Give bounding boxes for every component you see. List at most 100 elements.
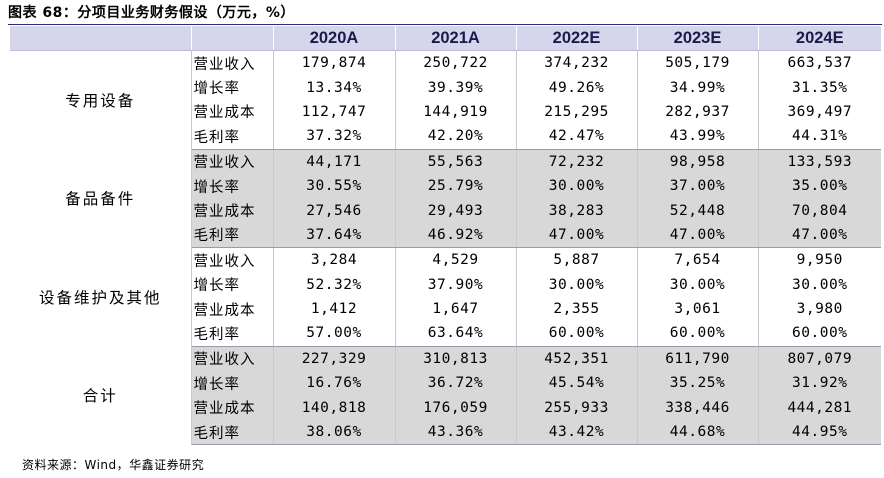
value-cell: 70,804 [757,198,881,223]
value-cell: 52.32% [272,272,395,297]
table-row: 毛利率 37.64% 46.92% 47.00% 47.00% 47.00% [10,222,881,249]
value-cell: 43.99% [636,124,758,150]
metric-label: 营业收入 [191,50,273,76]
value-cell: 27,546 [272,198,395,223]
value-cell: 36.72% [394,371,516,396]
value-cell: 310,813 [394,346,516,372]
value-cell: 215,295 [515,99,637,125]
value-cell: 30.00% [636,272,758,297]
value-cell: 13.34% [272,75,395,100]
value-cell: 255,933 [515,395,637,420]
metric-label: 营业成本 [191,99,273,125]
value-cell: 42.20% [394,124,516,150]
metric-label: 营业成本 [191,198,273,223]
value-cell: 37.64% [272,222,395,249]
value-cell: 52,448 [636,198,758,223]
value-cell: 179,874 [272,50,395,76]
value-cell: 611,790 [636,346,758,372]
metric-label: 增长率 [191,272,273,297]
table-row: 增长率 30.55% 25.79% 30.00% 37.00% 35.00% [10,173,881,199]
table-row: 增长率 52.32% 37.90% 30.00% 30.00% 30.00% [10,272,881,297]
table-row: 营业成本 1,412 1,647 2,355 3,061 3,980 [10,296,881,322]
value-cell: 72,232 [515,149,637,174]
metric-label: 营业成本 [191,395,273,420]
value-cell: 29,493 [394,198,516,223]
value-cell: 47.00% [515,222,637,249]
value-cell: 3,061 [636,296,758,322]
table-title: 图表 68：分项目业务财务假设（万元，%） [8,5,295,21]
value-cell: 3,980 [757,296,881,322]
table-row: 设备维护及其他 营业收入 3,284 4,529 5,887 7,654 9,950 [10,247,881,347]
header-metric-spacer [190,26,273,51]
metric-label: 增长率 [191,371,273,396]
header-year: 2021A [394,26,516,51]
segment-label: 设备维护及其他 [10,247,192,347]
value-cell: 46.92% [394,222,516,249]
value-cell: 42.47% [515,124,637,150]
value-cell: 35.25% [636,371,758,396]
value-cell: 39.39% [394,75,516,100]
header-year: 2023E [636,26,758,51]
table-row: 营业成本 112,747 144,919 215,295 282,937 369,497 [10,99,881,125]
value-cell: 663,537 [757,50,881,76]
value-cell: 5,887 [515,247,637,273]
value-cell: 369,497 [757,99,881,125]
metric-label: 毛利率 [191,419,273,446]
table-row: 毛利率 57.00% 63.64% 60.00% 60.00% 60.00% [10,321,881,347]
value-cell: 43.36% [394,419,516,446]
value-cell: 43.42% [515,419,637,446]
value-cell: 30.55% [272,173,395,199]
value-cell: 45.54% [515,371,637,396]
source-note: 资料来源：Wind，华鑫证券研究 [22,458,205,472]
value-cell: 47.00% [636,222,758,249]
metric-label: 营业收入 [191,247,273,273]
metric-label: 增长率 [191,75,273,100]
value-cell: 38,283 [515,198,637,223]
value-cell: 31.92% [757,371,881,396]
value-cell: 16.76% [272,371,395,396]
value-cell: 57.00% [272,321,395,347]
value-cell: 140,818 [272,395,395,420]
value-cell: 144,919 [394,99,516,125]
value-cell: 25.79% [394,173,516,199]
table-row: 毛利率 37.32% 42.20% 42.47% 43.99% 44.31% [10,124,881,150]
table-row: 增长率 13.34% 39.39% 49.26% 34.99% 31.35% [10,75,881,100]
table-row: 营业成本 140,818 176,059 255,933 338,446 444,281 [10,395,881,420]
value-cell: 55,563 [394,149,516,174]
value-cell: 44.95% [757,419,881,446]
value-cell: 176,059 [394,395,516,420]
value-cell: 1,647 [394,296,516,322]
table-row: 备品备件 营业收入 44,171 55,563 72,232 98,958 133,593 [10,149,881,248]
metric-label: 营业成本 [191,296,273,322]
segment-label: 备品备件 [10,149,192,248]
title-divider [8,24,882,25]
value-cell: 2,355 [515,296,637,322]
segment-label: 专用设备 [10,50,192,150]
table-row: 专用设备 营业收入 179,874 250,722 374,232 505,179 663,… [10,50,881,150]
segment-label: 合计 [10,346,192,445]
value-cell: 37.00% [636,173,758,199]
value-cell: 444,281 [757,395,881,420]
metric-label: 毛利率 [191,124,273,150]
value-cell: 60.00% [636,321,758,347]
table-body: 专用设备 营业收入 179,874 250,722 374,232 505,179 663,… [10,50,881,446]
value-cell: 133,593 [757,149,881,174]
header-year: 2020A [272,26,395,51]
table-row: 毛利率 38.06% 43.36% 43.42% 44.68% 44.95% [10,419,881,446]
value-cell: 807,079 [757,346,881,372]
value-cell: 505,179 [636,50,758,76]
metric-label: 增长率 [191,173,273,199]
value-cell: 31.35% [757,75,881,100]
header-year: 2024E [757,26,881,51]
table-row: 合计 营业收入 227,329 310,813 452,351 611,790 807,07… [10,346,881,445]
value-cell: 30.00% [515,173,637,199]
value-cell: 37.32% [272,124,395,150]
value-cell: 98,958 [636,149,758,174]
value-cell: 1,412 [272,296,395,322]
metric-label: 营业收入 [191,149,273,174]
value-cell: 338,446 [636,395,758,420]
value-cell: 250,722 [394,50,516,76]
header-row: 2020A 2021A 2022E 2023E 2024E [10,26,881,51]
value-cell: 282,937 [636,99,758,125]
value-cell: 30.00% [757,272,881,297]
